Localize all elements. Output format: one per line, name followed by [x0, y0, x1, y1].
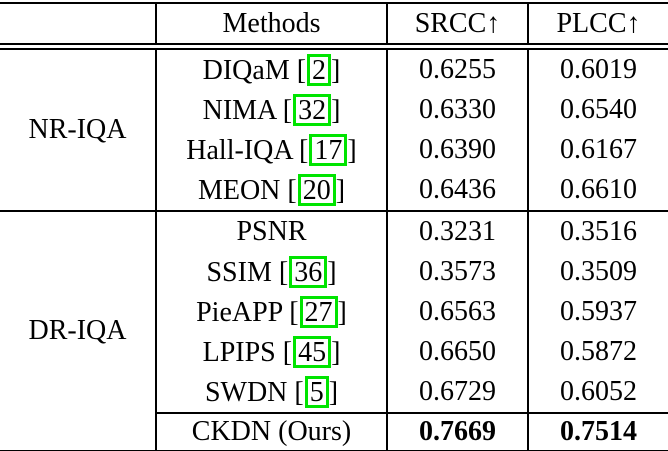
citation-link[interactable]: 5 [304, 375, 329, 409]
header-row: Methods SRCC↑ PLCC↑ [0, 3, 668, 50]
citation-link[interactable]: 45 [293, 335, 332, 369]
plcc-value: 0.5937 [527, 292, 668, 332]
method-cell: PieAPP [27] [155, 292, 387, 332]
bracket-close: ] [335, 174, 346, 206]
bracket-open: [ [292, 134, 309, 166]
citation-link[interactable]: 2 [307, 53, 332, 87]
table-row: LPIPS [45] 0.6650 0.5872 [0, 332, 668, 372]
method-name: PieAPP [196, 296, 283, 328]
srcc-value: 0.6436 [386, 170, 528, 211]
bracket-close: ] [331, 94, 341, 126]
bracket-open: [ [271, 256, 289, 288]
srcc-value: 0.3231 [386, 210, 528, 252]
plcc-value: 0.7514 [527, 412, 668, 451]
method-cell: LPIPS [45] [155, 332, 387, 372]
bracket-close: ] [328, 376, 339, 408]
method-name: CKDN (Ours) [191, 416, 352, 447]
bracket-close: ] [331, 336, 341, 368]
plcc-value: 0.3509 [527, 252, 668, 292]
table-row: NIMA [32] 0.6330 0.6540 [0, 90, 668, 130]
table-row: NR-IQA DIQaM [2] 0.6255 0.6019 [0, 46, 668, 143]
table-row: DR-IQA PSNR 0.3231 0.3516 [0, 210, 668, 451]
table-row-ours: CKDN (Ours) 0.7669 0.7514 [0, 412, 668, 451]
bracket-open: [ [275, 336, 293, 368]
bracket-open: [ [280, 174, 297, 206]
srcc-value: 0.6330 [386, 90, 528, 130]
bracket-close: ] [327, 256, 337, 288]
bracket-open: [ [287, 376, 304, 408]
bracket-close: ] [331, 54, 341, 86]
table-row: SWDN [5] 0.6729 0.6052 [0, 372, 668, 413]
group-label-nr-iqa: NR-IQA [28, 114, 127, 145]
table-row: MEON [20] 0.6436 0.6610 [0, 170, 668, 211]
citation-link[interactable]: 17 [309, 133, 348, 167]
plcc-value: 0.6019 [527, 46, 668, 90]
bracket-open: [ [289, 54, 307, 86]
srcc-value: 0.6390 [386, 130, 528, 170]
plcc-value: 0.6167 [527, 130, 668, 170]
plcc-value: 0.6610 [527, 170, 668, 211]
table-row: Hall-IQA [17] 0.6390 0.6167 [0, 130, 668, 170]
method-name: PSNR [236, 216, 307, 247]
plcc-value: 0.6540 [527, 90, 668, 130]
method-name: NIMA [202, 94, 276, 126]
method-cell: SSIM [36] [155, 252, 387, 292]
plcc-value: 0.5872 [527, 332, 668, 372]
method-cell: Hall-IQA [17] [155, 130, 387, 170]
table-row: SSIM [36] 0.3573 0.3509 [0, 252, 668, 292]
srcc-value: 0.6729 [386, 372, 528, 413]
table-row: PieAPP [27] 0.6563 0.5937 [0, 292, 668, 332]
srcc-value: 0.3573 [386, 252, 528, 292]
bracket-close: ] [347, 134, 357, 166]
method-cell: DIQaM [2] [155, 46, 387, 90]
citation-link[interactable]: 20 [297, 173, 336, 207]
bracket-open: [ [282, 296, 299, 328]
method-cell: PSNR [155, 210, 387, 252]
method-name: DIQaM [202, 54, 290, 86]
method-name: MEON [197, 174, 281, 206]
method-cell: NIMA [32] [155, 90, 387, 130]
srcc-value: 0.7669 [386, 412, 528, 451]
header-methods: Methods [155, 3, 387, 50]
citation-link[interactable]: 36 [289, 255, 328, 289]
header-srcc: SRCC↑ [386, 3, 528, 50]
plcc-value: 0.3516 [527, 210, 668, 252]
method-name: LPIPS [202, 336, 276, 368]
citation-link[interactable]: 27 [299, 295, 338, 329]
method-name: SSIM [206, 256, 272, 288]
method-name: Hall-IQA [186, 134, 293, 166]
srcc-value: 0.6650 [386, 332, 528, 372]
bracket-close: ] [337, 296, 347, 328]
method-cell: CKDN (Ours) [155, 412, 387, 451]
srcc-value: 0.6255 [386, 46, 528, 90]
method-cell: SWDN [5] [155, 372, 387, 413]
header-plcc: PLCC↑ [527, 3, 668, 50]
method-cell: MEON [20] [155, 170, 387, 211]
header-group-cell [0, 3, 156, 50]
srcc-value: 0.6563 [386, 292, 528, 332]
method-name: SWDN [204, 376, 288, 408]
bracket-open: [ [275, 94, 293, 126]
citation-link[interactable]: 32 [293, 93, 332, 127]
group-label-dr-iqa: DR-IQA [0, 210, 156, 451]
plcc-value: 0.6052 [527, 372, 668, 413]
